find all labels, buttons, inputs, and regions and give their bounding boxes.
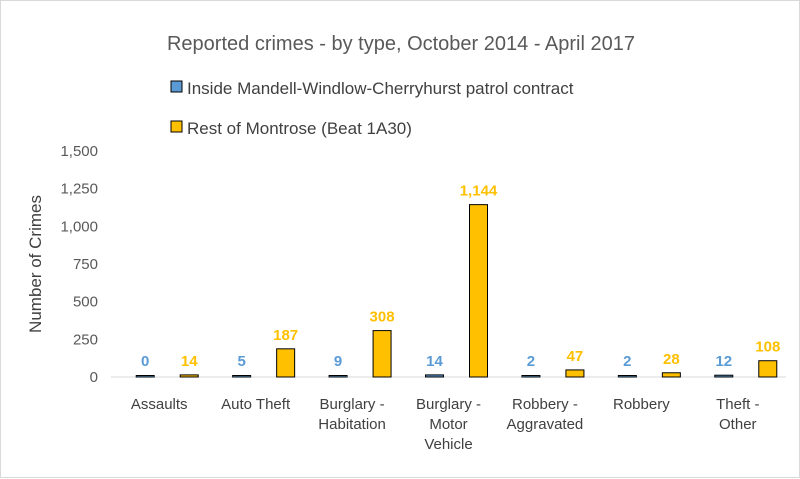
data-label-series-1: 9 bbox=[334, 353, 342, 370]
data-label-series-1: 12 bbox=[715, 353, 732, 370]
x-tick-label: Theft -Other bbox=[716, 396, 759, 433]
data-label-series-2: 1,144 bbox=[460, 183, 498, 200]
x-axis-ticks: Assaults Auto Theft Burglary -Habitation Bu… bbox=[131, 396, 760, 453]
bar-series-2 bbox=[469, 204, 488, 378]
x-tick-label: Robbery -Aggravated bbox=[507, 396, 584, 433]
legend-swatch-inside-patrol bbox=[170, 80, 183, 93]
bar-series-2 bbox=[758, 360, 778, 378]
data-label-series-2: 187 bbox=[273, 327, 298, 344]
legend-label-inside-patrol: Inside Mandell-Windlow-Cherryhurst patro… bbox=[187, 79, 574, 98]
data-label-series-2: 47 bbox=[567, 348, 584, 365]
bar-series-2 bbox=[661, 372, 681, 378]
y-tick-label: 500 bbox=[73, 294, 98, 311]
bar-series-2 bbox=[276, 348, 296, 378]
y-tick-label: 1,500 bbox=[60, 143, 98, 160]
bar-series-2 bbox=[372, 330, 392, 378]
data-label-series-2: 14 bbox=[181, 353, 198, 370]
y-axis-ticks: 0 250 500 750 1,000 1,250 1,500 bbox=[60, 143, 98, 386]
data-label-series-1: 14 bbox=[426, 353, 443, 370]
bar-series-1 bbox=[617, 375, 637, 378]
bar-series-2 bbox=[565, 369, 585, 378]
data-label-series-1: 2 bbox=[527, 353, 535, 370]
bar-series-1 bbox=[328, 375, 348, 378]
x-tick-label: Robbery bbox=[613, 396, 670, 413]
x-tick-label: Burglary -Habitation bbox=[318, 396, 386, 433]
bar-series-1 bbox=[521, 375, 541, 378]
data-label-series-1: 5 bbox=[237, 353, 245, 370]
data-label-series-2: 308 bbox=[370, 309, 395, 326]
y-tick-label: 1,000 bbox=[60, 218, 98, 235]
bar-series-1 bbox=[425, 374, 444, 378]
y-tick-label: 1,250 bbox=[60, 181, 98, 198]
chart-title: Reported crimes - by type, October 2014 … bbox=[167, 33, 635, 55]
bar-series-2 bbox=[179, 374, 199, 378]
data-label-series-1: 0 bbox=[141, 353, 149, 370]
y-tick-label: 250 bbox=[73, 331, 98, 348]
bar-series-1 bbox=[714, 374, 734, 378]
bar-series-1 bbox=[135, 375, 155, 378]
x-tick-label: Assaults bbox=[131, 396, 188, 413]
data-label-series-1: 2 bbox=[623, 353, 631, 370]
x-tick-label: Auto Theft bbox=[221, 396, 291, 413]
y-axis-label: Number of Crimes bbox=[26, 195, 45, 333]
bars bbox=[135, 204, 778, 378]
legend: Inside Mandell-Windlow-Cherryhurst patro… bbox=[170, 79, 574, 138]
data-label-series-2: 28 bbox=[663, 351, 680, 368]
legend-label-rest-of-montrose: Rest of Montrose (Beat 1A30) bbox=[187, 119, 412, 138]
y-tick-label: 750 bbox=[73, 256, 98, 273]
y-tick-label: 0 bbox=[90, 369, 98, 386]
data-label-series-2: 108 bbox=[755, 339, 780, 356]
bar-series-1 bbox=[232, 375, 252, 378]
x-tick-label: Burglary -Motor Vehicle bbox=[416, 396, 481, 453]
data-labels: 0 5 9 14 2 2 12 14 187 308 1,144 47 28 108 bbox=[141, 183, 780, 370]
legend-swatch-rest-of-montrose bbox=[170, 120, 183, 133]
